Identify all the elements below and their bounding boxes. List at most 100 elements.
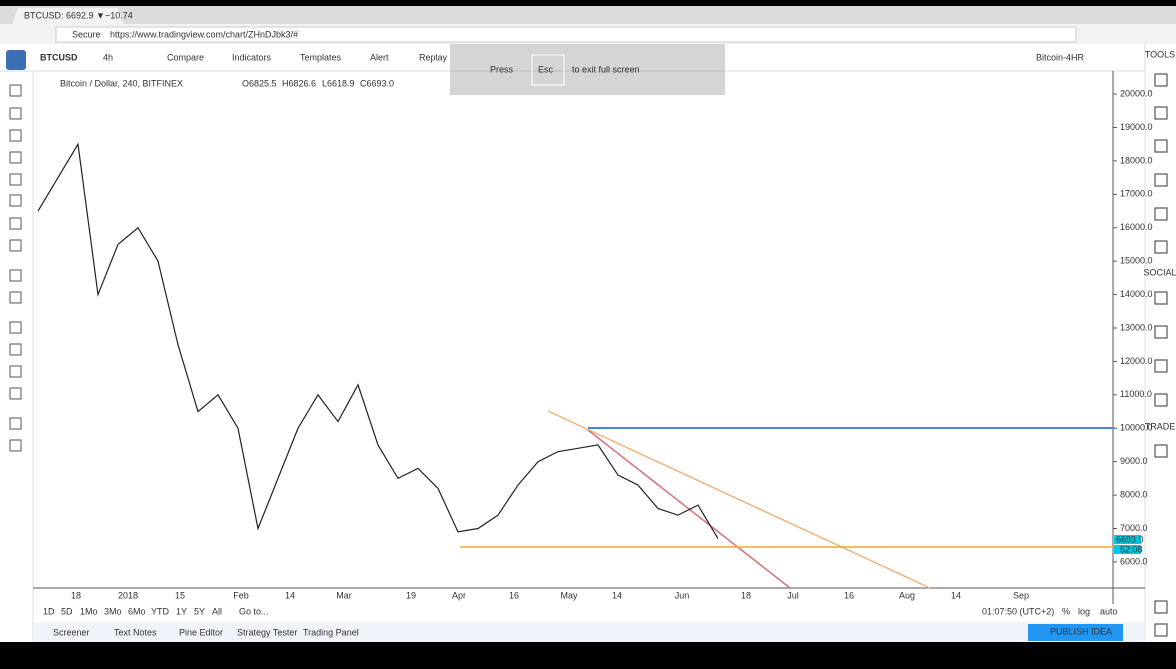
secure-label: Secure — [72, 29, 101, 39]
tool-icon[interactable] — [9, 107, 22, 120]
y-tick-label: 8000.0 — [1120, 489, 1148, 499]
tool-icon[interactable] — [9, 321, 22, 334]
range-button[interactable]: 5Y — [194, 606, 205, 616]
range-button[interactable]: All — [212, 606, 222, 616]
fullscreen-overlay — [450, 44, 725, 95]
tool-icon[interactable] — [9, 387, 22, 400]
range-button[interactable]: 5D — [61, 606, 73, 616]
y-tick-label: 17000.0 — [1120, 189, 1153, 199]
last-price-box — [1114, 535, 1141, 544]
x-tick-label: 14 — [951, 590, 961, 600]
tool-icon[interactable] — [9, 291, 22, 304]
tool-icon[interactable] — [9, 84, 22, 97]
bottom-tab[interactable]: Pine Editor — [179, 627, 223, 637]
tab-bar — [0, 6, 1176, 24]
sidebar-icon[interactable] — [1154, 173, 1168, 187]
goto-button[interactable]: Go to... — [239, 606, 269, 616]
overlay-text: to exit full screen — [572, 64, 640, 74]
y-tick-label: 18000.0 — [1120, 155, 1153, 165]
sidebar-section: SOCIAL — [1143, 267, 1176, 277]
sidebar-icon[interactable] — [1154, 359, 1168, 373]
url-field[interactable] — [55, 26, 1077, 43]
y-tick-label: 10000.0 — [1120, 423, 1153, 433]
scale-option[interactable]: auto — [1100, 606, 1118, 616]
y-tick-label: 15000.0 — [1120, 256, 1153, 266]
sidebar-icon[interactable] — [1154, 600, 1168, 614]
url-text[interactable]: https://www.tradingview.com/chart/ZHnDJb… — [110, 29, 298, 39]
tool-icon[interactable] — [9, 194, 22, 207]
legend-ohlc: O6825.5 — [242, 78, 277, 88]
range-button[interactable]: YTD — [151, 606, 170, 616]
x-tick-label: 18 — [71, 590, 81, 600]
sidebar-section: TOOLS — [1145, 49, 1175, 59]
x-tick-label: 2018 — [118, 590, 138, 600]
sidebar-icon[interactable] — [1154, 325, 1168, 339]
legend-title: Bitcoin / Dollar, 240, BITFINEX — [60, 78, 183, 88]
tool-icon[interactable] — [9, 439, 22, 452]
sidebar-section: TRADE — [1145, 421, 1176, 431]
x-tick-label: Jul — [787, 590, 799, 600]
tool-icon[interactable] — [9, 217, 22, 230]
y-tick-label: 14000.0 — [1120, 289, 1153, 299]
sidebar-icon[interactable] — [1154, 240, 1168, 254]
bottom-tab[interactable]: Trading Panel — [303, 627, 359, 637]
x-tick-label: 16 — [509, 590, 519, 600]
x-tick-label: 14 — [612, 590, 622, 600]
sidebar-icon[interactable] — [1154, 291, 1168, 305]
tool-icon[interactable] — [9, 129, 22, 142]
legend-ohlc: C6693.0 — [360, 78, 394, 88]
overlay-key: Esc — [538, 64, 554, 74]
sidebar-icon[interactable] — [1154, 139, 1168, 153]
sidebar-icon[interactable] — [1154, 207, 1168, 221]
bottom-tab[interactable]: Strategy Tester — [237, 627, 297, 637]
bottom-tab[interactable]: Text Notes — [114, 627, 157, 637]
tool-icon[interactable] — [9, 269, 22, 282]
toolbar-button[interactable]: Replay — [419, 52, 448, 62]
logo[interactable] — [6, 50, 26, 70]
tool-icon[interactable] — [9, 173, 22, 186]
scale-option[interactable]: log — [1078, 606, 1090, 616]
x-tick-label: Feb — [233, 590, 249, 600]
range-button[interactable]: 1D — [43, 606, 55, 616]
toolbar-button[interactable]: Compare — [167, 52, 204, 62]
x-tick-label: Mar — [336, 590, 352, 600]
scale-option[interactable]: % — [1062, 606, 1070, 616]
sidebar-icon[interactable] — [1154, 444, 1168, 458]
toolbar-button[interactable]: Alert — [370, 52, 389, 62]
interval[interactable]: 4h — [103, 52, 113, 62]
legend-ohlc: H6826.6 — [282, 78, 316, 88]
range-button[interactable]: 1Mo — [80, 606, 98, 616]
tool-icon[interactable] — [9, 365, 22, 378]
tool-icon[interactable] — [9, 343, 22, 356]
range-button[interactable]: 6Mo — [128, 606, 146, 616]
x-tick-label: 15 — [175, 590, 185, 600]
publish-label[interactable]: PUBLISH IDEA — [1050, 626, 1112, 636]
toolbar-button[interactable]: Templates — [300, 52, 342, 62]
bottom-panel — [33, 622, 1145, 642]
sidebar-icon[interactable] — [1154, 623, 1168, 637]
publish-button[interactable] — [1028, 624, 1123, 641]
legend-ohlc: L6618.9 — [322, 78, 355, 88]
clock: 01:07:50 (UTC+2) — [982, 606, 1054, 616]
bottom-tab[interactable]: Screener — [53, 627, 90, 637]
y-tick-label: 20000.0 — [1120, 88, 1153, 98]
tool-icon[interactable] — [9, 151, 22, 164]
y-tick-label: 7000.0 — [1120, 523, 1148, 533]
browser-tab[interactable] — [12, 8, 124, 24]
overlay-text: Press — [490, 64, 514, 74]
range-button[interactable]: 1Y — [176, 606, 187, 616]
symbol[interactable]: BTCUSD — [40, 52, 78, 62]
sidebar-icon[interactable] — [1154, 393, 1168, 407]
sidebar-icon[interactable] — [1154, 73, 1168, 87]
toolbar-button[interactable]: Indicators — [232, 52, 272, 62]
tool-icon[interactable] — [9, 239, 22, 252]
esc-key-box — [531, 54, 565, 86]
trend-line[interactable] — [547, 410, 931, 589]
sidebar-icon[interactable] — [1154, 106, 1168, 120]
range-button[interactable]: 3Mo — [104, 606, 122, 616]
layout-name[interactable]: Bitcoin-4HR — [1036, 52, 1085, 62]
tool-icon[interactable] — [9, 417, 22, 430]
x-tick-label: 18 — [741, 590, 751, 600]
